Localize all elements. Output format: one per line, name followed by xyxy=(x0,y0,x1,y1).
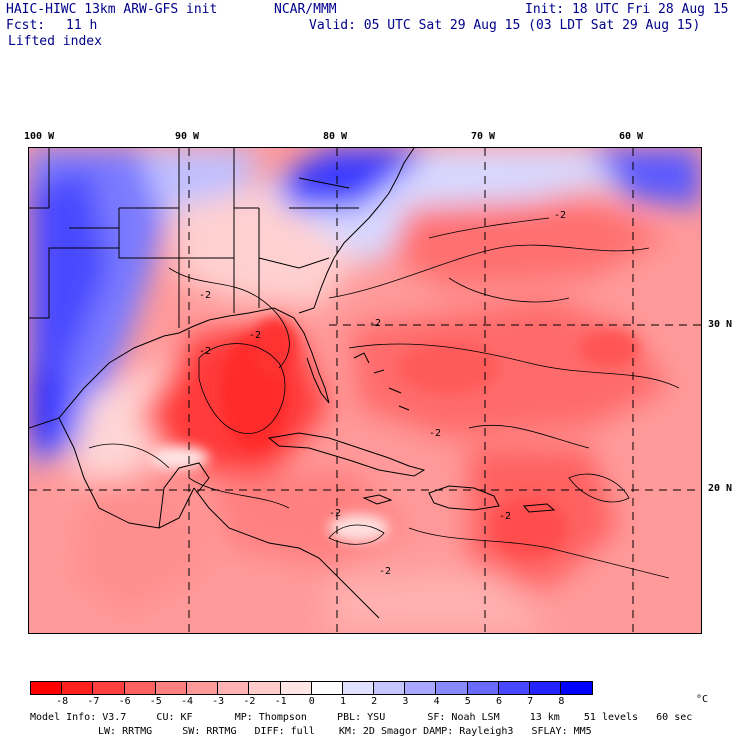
contour-label: -2 xyxy=(329,508,342,519)
colorbar-swatch xyxy=(280,682,312,694)
colorbar-swatch xyxy=(124,682,156,694)
colorbar-swatch xyxy=(218,682,250,694)
graticule xyxy=(29,148,701,633)
colorbar-tick-label: 5 xyxy=(464,696,471,707)
colorbar-swatch xyxy=(155,682,187,694)
colorbar-tick-label: -5 xyxy=(149,696,162,707)
valid-time: Valid: 05 UTC Sat 29 Aug 15 (03 LDT Sat … xyxy=(309,18,701,33)
field-name: Lifted index xyxy=(8,34,102,49)
colorbar-swatch xyxy=(436,682,468,694)
contour-label: -2 xyxy=(499,511,512,522)
colorbar-tick-label: 3 xyxy=(402,696,409,707)
contour-label: -2 xyxy=(369,318,382,329)
model-title: HAIC-HIWC 13km ARW-GFS init xyxy=(6,2,218,17)
field-detail xyxy=(149,318,639,558)
lon-label-80w: 80 W xyxy=(323,131,348,142)
colorbar-swatch xyxy=(561,682,593,694)
lon-label-90w: 90 W xyxy=(175,131,200,142)
init-time: Init: 18 UTC Fri 28 Aug 15 xyxy=(525,2,729,17)
colorbar-tick-label: 7 xyxy=(527,696,534,707)
forecast-label: Fcst: xyxy=(6,18,46,33)
contour-lines xyxy=(88,217,680,579)
colorbar-tick-label: 8 xyxy=(558,696,565,707)
contour-label: -2 xyxy=(379,566,392,577)
colorbar-swatch xyxy=(405,682,437,694)
colorbar-tick-label: -7 xyxy=(87,696,100,707)
colorbar-tick-label: -8 xyxy=(56,696,69,707)
colorbar-tick-label: 0 xyxy=(308,696,315,707)
colorbar-tick-label: -1 xyxy=(274,696,287,707)
colorbar-swatch xyxy=(62,682,94,694)
lon-label-70w: 70 W xyxy=(471,131,496,142)
lon-label-100w: 100 W xyxy=(24,131,55,142)
colorbar-swatch xyxy=(374,682,406,694)
colorbar-swatch xyxy=(342,682,375,694)
colorbar-swatch xyxy=(249,682,281,694)
contour-label: -2 xyxy=(199,290,212,301)
coastlines xyxy=(29,148,556,619)
lat-label-20n: 20 N xyxy=(708,483,733,494)
lat-label-30n: 30 N xyxy=(708,319,733,330)
colorbar-swatch xyxy=(31,682,63,694)
colorbar-tick-label: -3 xyxy=(212,696,225,707)
colorbar-swatch xyxy=(93,682,125,694)
org-label: NCAR/MMM xyxy=(274,2,337,17)
colorbar-tick-label: 1 xyxy=(339,696,347,707)
colorbar-tick-label: 4 xyxy=(433,696,440,707)
colorbar xyxy=(30,681,594,695)
map-svg xyxy=(29,148,701,633)
colorbar-swatch xyxy=(186,682,219,694)
colorbar-swatch xyxy=(530,682,562,694)
contour-label: -2 xyxy=(429,428,442,439)
colorbar-tick-label: 2 xyxy=(371,696,378,707)
lon-label-60w: 60 W xyxy=(619,131,644,142)
colorbar-unit: °C xyxy=(696,694,709,705)
colorbar-swatch xyxy=(311,682,343,694)
colorbar-tick-label: -2 xyxy=(243,696,256,707)
contour-label: -2 xyxy=(554,210,567,221)
colorbar-tick-label: -4 xyxy=(180,696,194,707)
contour-label: -2 xyxy=(249,330,262,341)
colorbar-tick-label: 6 xyxy=(495,696,503,707)
colorbar-tick-label: -6 xyxy=(118,696,131,707)
lifted-index-map: -2 -2 -2 -2 -2 -2 -2 -2 -2 xyxy=(28,147,702,634)
model-info-line1: Model Info: V3.7 CU: KF MP: Thompson PBL… xyxy=(30,712,693,723)
colorbar-swatch xyxy=(467,682,499,694)
model-info-line2: LW: RRTMG SW: RRTMG DIFF: full KM: 2D Sm… xyxy=(98,726,592,737)
colorbar-swatch xyxy=(498,682,530,694)
forecast-hour: 11 h xyxy=(66,18,98,33)
contour-label: -2 xyxy=(199,346,212,357)
